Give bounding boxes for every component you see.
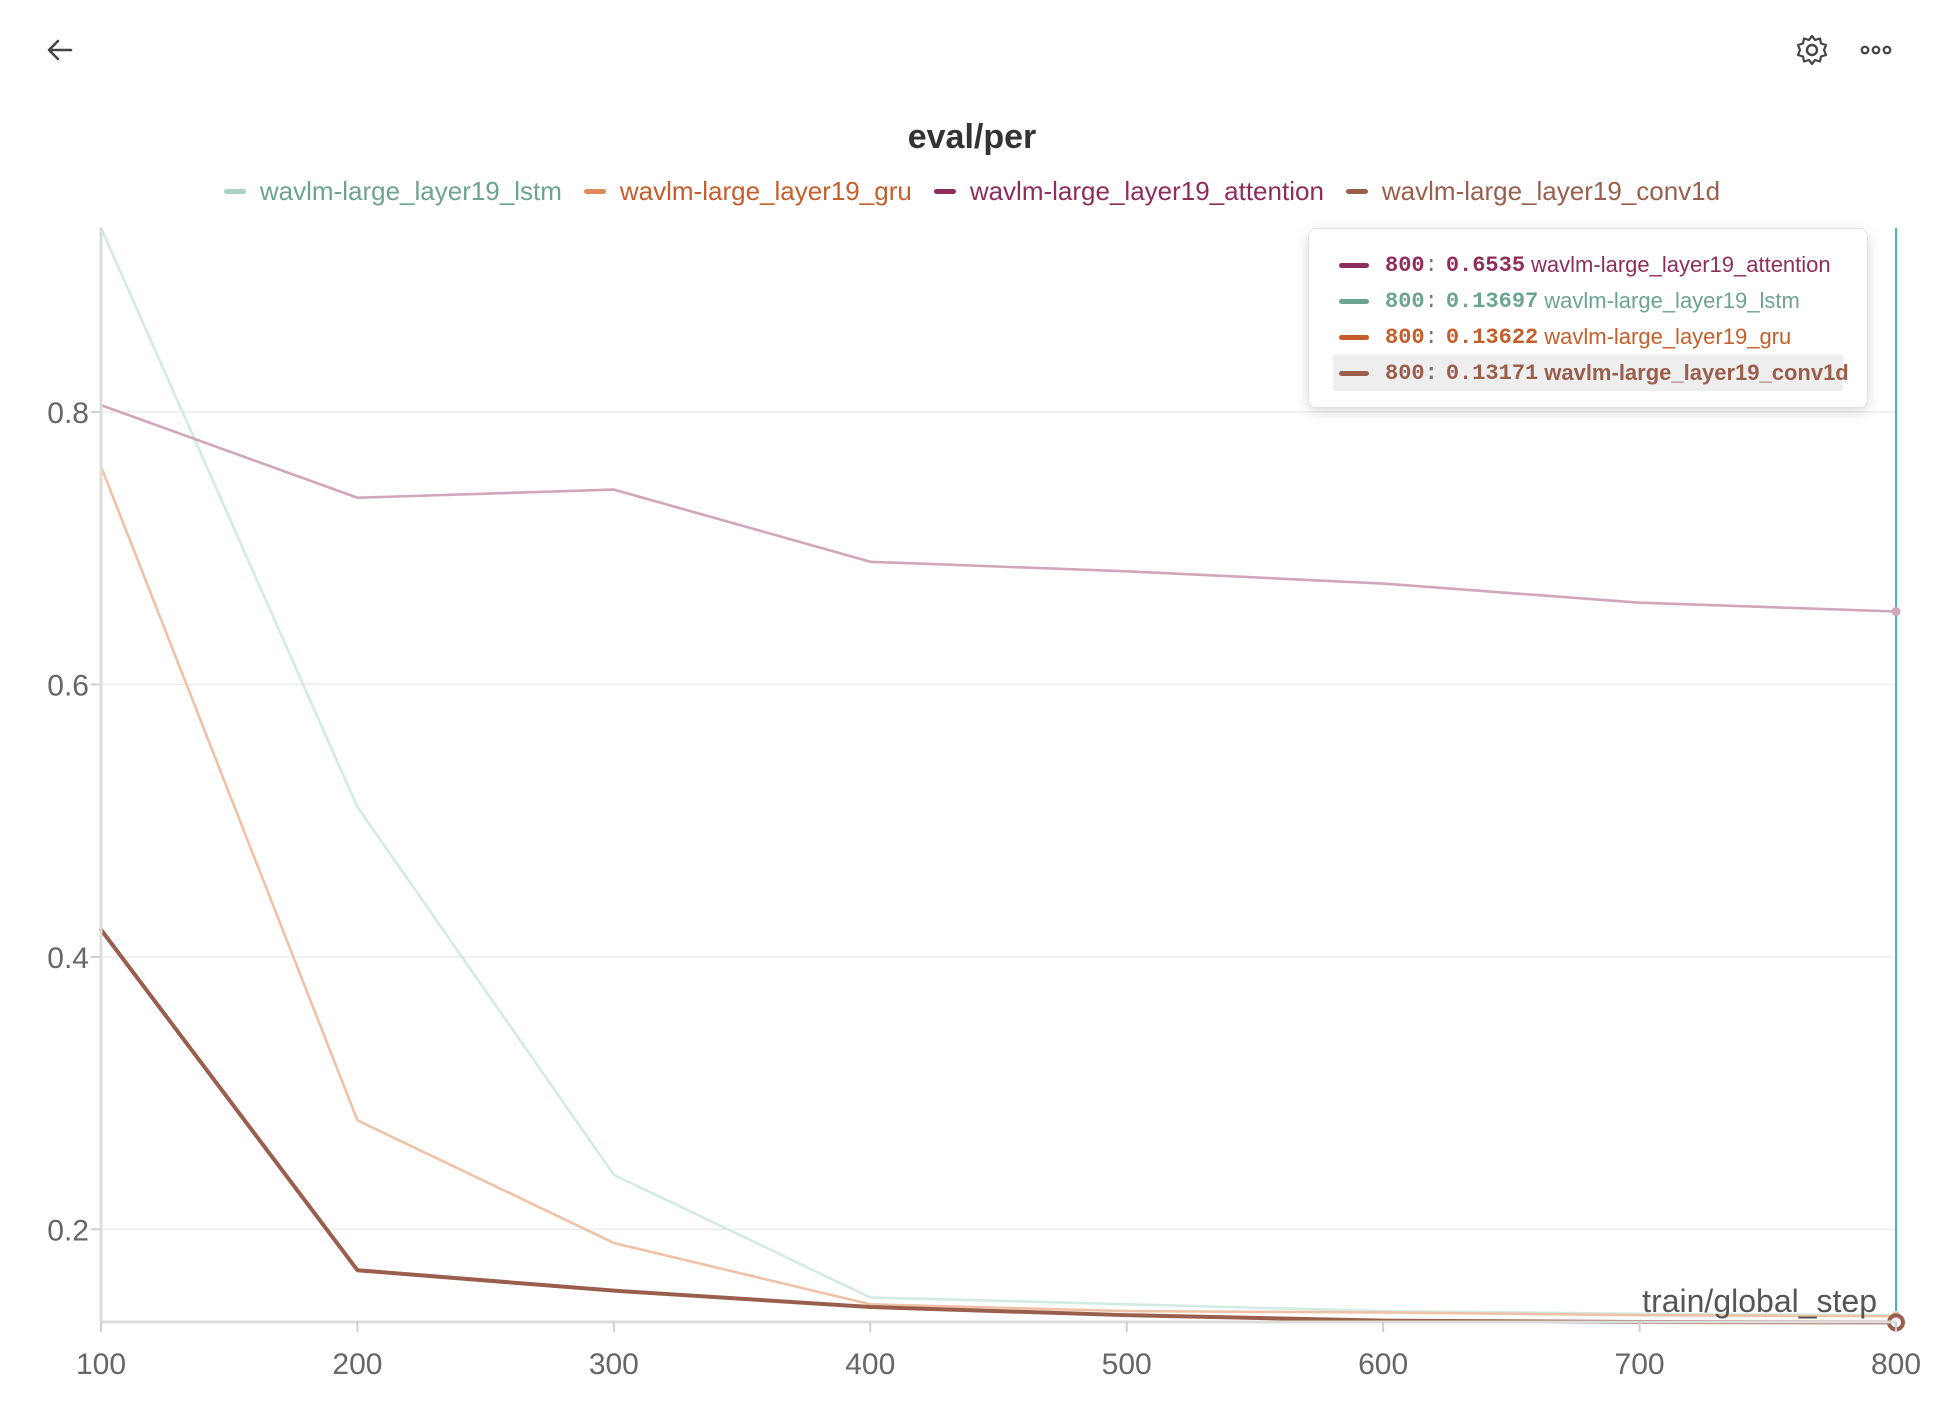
- tooltip-step: 800: [1385, 324, 1425, 350]
- tooltip-series-name: wavlm-large_layer19_attention: [1531, 252, 1831, 277]
- chart-title: eval/per: [907, 118, 1037, 156]
- x-tick-label: 800: [1871, 1348, 1921, 1381]
- legend-item-lstm[interactable]: wavlm-large_layer19_lstm: [223, 176, 562, 207]
- legend-swatch: [223, 189, 246, 194]
- tooltip-swatch: [1339, 370, 1369, 376]
- tooltip-value: 0.13622: [1445, 324, 1539, 350]
- tooltip-step: 800: [1385, 252, 1425, 278]
- x-tick-label: 100: [76, 1348, 126, 1381]
- tooltip-series-name: wavlm-large_layer19_gru: [1544, 324, 1792, 349]
- hover-point-attention: [1891, 607, 1901, 617]
- tooltip-row-gru: 800: 0.13622 wavlm-large_layer19_gru: [1333, 319, 1843, 355]
- tooltip-step: 800: [1385, 288, 1425, 314]
- legend-item-attention[interactable]: wavlm-large_layer19_attention: [933, 176, 1324, 207]
- x-tick-label: 500: [1102, 1348, 1152, 1381]
- tooltip-value: 0.13697: [1445, 288, 1539, 314]
- series-line-attention[interactable]: [99, 403, 1898, 613]
- legend-label: wavlm-large_layer19_gru: [619, 176, 912, 206]
- tooltip-value: 0.6535: [1445, 252, 1526, 278]
- legend-label: wavlm-large_layer19_attention: [969, 176, 1324, 206]
- legend-swatch: [933, 189, 956, 194]
- y-tick-label: 0.8: [47, 397, 89, 430]
- more-options-button[interactable]: [1852, 26, 1900, 74]
- hover-tooltip: 800: 0.6535 wavlm-large_layer19_attentio…: [1308, 228, 1868, 408]
- gear-icon: [1796, 34, 1828, 66]
- x-tick-label: 400: [845, 1348, 895, 1381]
- legend-swatch: [583, 189, 606, 194]
- x-tick-label: 600: [1358, 1348, 1408, 1381]
- tooltip-row-attention: 800: 0.6535 wavlm-large_layer19_attentio…: [1333, 247, 1843, 283]
- y-tick-label: 0.2: [47, 1214, 89, 1247]
- series-line-lstm[interactable]: [99, 226, 1898, 1317]
- legend-label: wavlm-large_layer19_conv1d: [1381, 176, 1721, 206]
- back-button[interactable]: [36, 26, 84, 74]
- axis-layer: 0.2 0.4 0.6 0.8 100 200 300 400 500 600 700 800: [47, 228, 1921, 1381]
- x-axis-title: train/global_step: [1642, 1283, 1877, 1319]
- tooltip-swatch: [1339, 298, 1369, 304]
- x-tick-label: 700: [1615, 1348, 1665, 1381]
- settings-button[interactable]: [1788, 26, 1836, 74]
- tooltip-series-name: wavlm-large_layer19_lstm: [1544, 288, 1800, 313]
- x-tick-label: 200: [332, 1348, 382, 1381]
- legend-label: wavlm-large_layer19_lstm: [259, 176, 562, 206]
- x-tick-label: 300: [589, 1348, 639, 1381]
- series-line-gru[interactable]: [99, 465, 1898, 1318]
- grid-layer: [101, 411, 1896, 1231]
- tooltip-value: 0.13171: [1445, 360, 1539, 386]
- tooltip-swatch: [1339, 262, 1369, 268]
- tooltip-row-lstm: 800: 0.13697 wavlm-large_layer19_lstm: [1333, 283, 1843, 319]
- y-tick-label: 0.4: [47, 942, 89, 975]
- more-horizontal-icon: [1860, 45, 1892, 55]
- y-tick-label: 0.6: [47, 669, 89, 702]
- legend-swatch: [1345, 189, 1368, 194]
- legend-item-conv1d[interactable]: wavlm-large_layer19_conv1d: [1345, 176, 1721, 207]
- legend-item-gru[interactable]: wavlm-large_layer19_gru: [583, 176, 912, 207]
- arrow-left-icon: [47, 39, 73, 61]
- tooltip-series-name: wavlm-large_layer19_conv1d: [1544, 360, 1849, 385]
- tooltip-row-conv1d: 800: 0.13171 wavlm-large_layer19_conv1d: [1333, 355, 1849, 391]
- tooltip-step: 800: [1385, 360, 1425, 386]
- tooltip-swatch: [1339, 334, 1369, 340]
- chart-legend: wavlm-large_layer19_lstm wavlm-large_lay…: [0, 176, 1944, 207]
